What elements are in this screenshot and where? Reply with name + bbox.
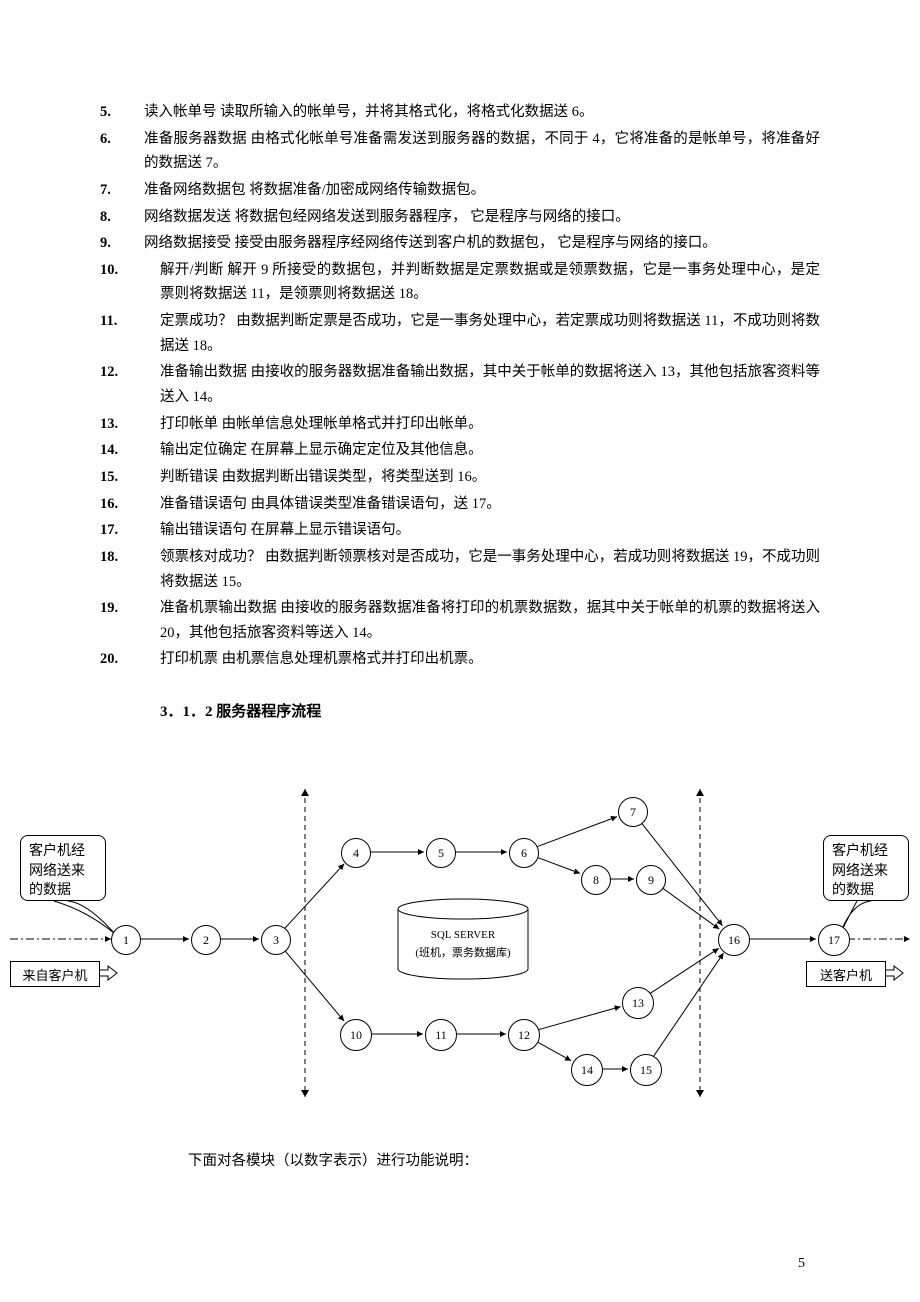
list-text: 准备错误语句 由具体错误类型准备错误语句，送 17。: [160, 492, 501, 517]
flow-node-12: 12: [508, 1019, 540, 1051]
list-number: 19.: [100, 596, 160, 645]
list-text: 输出定位确定 在屏幕上显示确定定位及其他信息。: [160, 438, 483, 463]
page-number: 5: [798, 1256, 805, 1272]
flowchart-diagram: 1234567891011121314151617客户机经 网络送来 的数据客户…: [0, 739, 920, 1129]
list-item: 12.准备输出数据 由接收的服务器数据准备输出数据，其中关于帐单的数据将送入 1…: [100, 360, 820, 409]
list-number: 8.: [100, 205, 144, 230]
flow-node-17: 17: [818, 924, 850, 956]
list-item: 7.准备网络数据包 将数据准备/加密成网络传输数据包。: [100, 178, 820, 203]
list-number: 13.: [100, 412, 160, 437]
callout-right: 客户机经 网络送来 的数据: [823, 835, 909, 901]
list-number: 15.: [100, 465, 160, 490]
list-item: 20.打印机票 由机票信息处理机票格式并打印出机票。: [100, 647, 820, 672]
list-number: 18.: [100, 545, 160, 594]
list-number: 9.: [100, 231, 144, 256]
list-text: 网络数据发送 将数据包经网络发送到服务器程序， 它是程序与网络的接口。: [144, 205, 630, 230]
list-item: 16.准备错误语句 由具体错误类型准备错误语句，送 17。: [100, 492, 820, 517]
list-text: 打印机票 由机票信息处理机票格式并打印出机票。: [160, 647, 483, 672]
flow-node-5: 5: [426, 838, 456, 868]
footer-paragraph: 下面对各模块（以数字表示）进行功能说明：: [188, 1149, 820, 1170]
list-item: 8.网络数据发送 将数据包经网络发送到服务器程序， 它是程序与网络的接口。: [100, 205, 820, 230]
list-text: 准备机票输出数据 由接收的服务器数据准备将打印的机票数据数，据其中关于帐单的机票…: [160, 596, 820, 645]
list-text: 网络数据接受 接受由服务器程序经网络传送到客户机的数据包， 它是程序与网络的接口…: [144, 231, 717, 256]
flow-node-6: 6: [509, 838, 539, 868]
list-number: 5.: [100, 100, 144, 125]
list-number: 17.: [100, 518, 160, 543]
numbered-list: 5.读入帐单号 读取所输入的帐单号，并将其格式化，将格式化数据送 6。6.准备服…: [100, 100, 820, 672]
list-item: 5.读入帐单号 读取所输入的帐单号，并将其格式化，将格式化数据送 6。: [100, 100, 820, 125]
list-item: 6.准备服务器数据 由格式化帐单号准备需发送到服务器的数据，不同于 4，它将准备…: [100, 127, 820, 176]
dest-label: 送客户机: [806, 961, 886, 987]
flow-node-14: 14: [571, 1054, 603, 1086]
section-heading: 3．1．2 服务器程序流程: [160, 700, 820, 721]
flow-node-7: 7: [618, 797, 648, 827]
list-text: 读入帐单号 读取所输入的帐单号，并将其格式化，将格式化数据送 6。: [144, 100, 594, 125]
list-number: 7.: [100, 178, 144, 203]
list-number: 6.: [100, 127, 144, 176]
flow-node-3: 3: [261, 925, 291, 955]
list-item: 14.输出定位确定 在屏幕上显示确定定位及其他信息。: [100, 438, 820, 463]
list-item: 11.定票成功？ 由数据判断定票是否成功，它是一事务处理中心，若定票成功则将数据…: [100, 309, 820, 358]
flow-node-15: 15: [630, 1054, 662, 1086]
flow-node-8: 8: [581, 865, 611, 895]
db-line2: (班机，票务数据库): [415, 947, 510, 959]
list-text: 打印帐单 由帐单信息处理帐单格式并打印出帐单。: [160, 412, 483, 437]
source-label: 来自客户机: [10, 961, 100, 987]
list-item: 18.领票核对成功？ 由数据判断领票核对是否成功，它是一事务处理中心，若成功则将…: [100, 545, 820, 594]
flow-node-4: 4: [341, 838, 371, 868]
db-line1: SQL SERVER: [431, 929, 495, 941]
list-text: 准备服务器数据 由格式化帐单号准备需发送到服务器的数据，不同于 4，它将准备的是…: [144, 127, 820, 176]
flow-node-2: 2: [191, 925, 221, 955]
list-item: 13.打印帐单 由帐单信息处理帐单格式并打印出帐单。: [100, 412, 820, 437]
list-number: 20.: [100, 647, 160, 672]
list-item: 15.判断错误 由数据判断出错误类型，将类型送到 16。: [100, 465, 820, 490]
list-item: 19.准备机票输出数据 由接收的服务器数据准备将打印的机票数据数，据其中关于帐单…: [100, 596, 820, 645]
list-text: 判断错误 由数据判断出错误类型，将类型送到 16。: [160, 465, 486, 490]
page: 5.读入帐单号 读取所输入的帐单号，并将其格式化，将格式化数据送 6。6.准备服…: [0, 0, 920, 1302]
list-text: 定票成功？ 由数据判断定票是否成功，它是一事务处理中心，若定票成功则将数据送 1…: [160, 309, 820, 358]
list-text: 领票核对成功？ 由数据判断领票核对是否成功，它是一事务处理中心，若成功则将数据送…: [160, 545, 820, 594]
list-text: 解开/判断 解开 9 所接受的数据包，并判断数据是定票数据或是领票数据，它是一事…: [160, 258, 820, 307]
flow-node-16: 16: [718, 924, 750, 956]
list-text: 输出错误语句 在屏幕上显示错误语句。: [160, 518, 410, 543]
list-text: 准备输出数据 由接收的服务器数据准备输出数据，其中关于帐单的数据将送入 13，其…: [160, 360, 820, 409]
flow-node-11: 11: [425, 1019, 457, 1051]
list-text: 准备网络数据包 将数据准备/加密成网络传输数据包。: [144, 178, 485, 203]
list-item: 10.解开/判断 解开 9 所接受的数据包，并判断数据是定票数据或是领票数据，它…: [100, 258, 820, 307]
list-number: 12.: [100, 360, 160, 409]
flow-node-13: 13: [622, 987, 654, 1019]
flow-node-9: 9: [636, 865, 666, 895]
callout-left: 客户机经 网络送来 的数据: [20, 835, 106, 901]
database-label: SQL SERVER (班机，票务数据库): [398, 909, 528, 979]
flow-node-1: 1: [111, 925, 141, 955]
list-number: 10.: [100, 258, 160, 307]
list-item: 17.输出错误语句 在屏幕上显示错误语句。: [100, 518, 820, 543]
list-item: 9.网络数据接受 接受由服务器程序经网络传送到客户机的数据包， 它是程序与网络的…: [100, 231, 820, 256]
flow-node-10: 10: [340, 1019, 372, 1051]
list-number: 16.: [100, 492, 160, 517]
list-number: 14.: [100, 438, 160, 463]
list-number: 11.: [100, 309, 160, 358]
